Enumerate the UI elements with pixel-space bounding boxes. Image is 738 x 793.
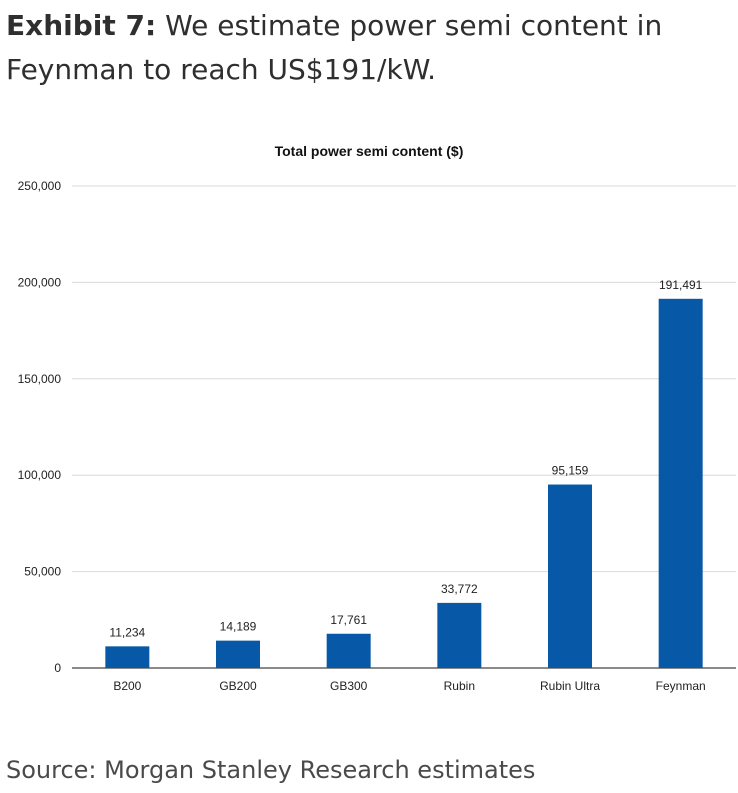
bar	[326, 633, 371, 668]
x-tick-label: GB200	[219, 679, 257, 693]
data-label: 11,234	[109, 625, 145, 639]
data-label: 95,159	[552, 464, 589, 478]
x-tick-label: B200	[113, 679, 141, 693]
bar-chart: Total power semi content ($) 0 50,000 100,…	[18, 143, 736, 693]
source-note: Source: Morgan Stanley Research estimate…	[6, 756, 536, 784]
y-tick-label: 250,000	[18, 179, 62, 193]
bar	[105, 646, 150, 668]
y-axis: 0 50,000 100,000 150,000 200,000 250,000	[18, 179, 62, 675]
data-labels: 11,234 14,189 17,761 33,772 95,159 191,491	[109, 278, 702, 640]
x-tick-label: GB300	[330, 679, 368, 693]
bar	[437, 602, 482, 668]
chart-title: Total power semi content ($)	[275, 143, 464, 159]
y-tick-label: 200,000	[18, 275, 62, 289]
y-tick-label: 0	[54, 661, 61, 675]
data-label: 191,491	[659, 278, 703, 292]
y-tick-label: 150,000	[18, 372, 62, 386]
y-tick-label: 100,000	[18, 468, 62, 482]
bar	[658, 298, 703, 668]
gridlines	[72, 185, 736, 669]
data-label: 33,772	[441, 582, 478, 596]
exhibit-title-text: We estimate power semi content in Feynma…	[6, 9, 663, 86]
bar	[548, 484, 592, 668]
bar	[216, 640, 260, 668]
x-tick-label: Feynman	[656, 679, 706, 693]
bars	[105, 298, 703, 668]
y-tick-label: 50,000	[24, 565, 61, 579]
x-tick-label: Rubin	[444, 679, 475, 693]
x-tick-label: Rubin Ultra	[540, 679, 600, 693]
data-label: 14,189	[220, 620, 257, 634]
exhibit-label: Exhibit 7:	[6, 9, 157, 42]
x-axis: B200 GB200 GB300 Rubin Rubin Ultra Feynman	[113, 679, 705, 693]
data-label: 17,761	[330, 613, 367, 627]
exhibit-title: Exhibit 7: We estimate power semi conten…	[6, 4, 732, 92]
